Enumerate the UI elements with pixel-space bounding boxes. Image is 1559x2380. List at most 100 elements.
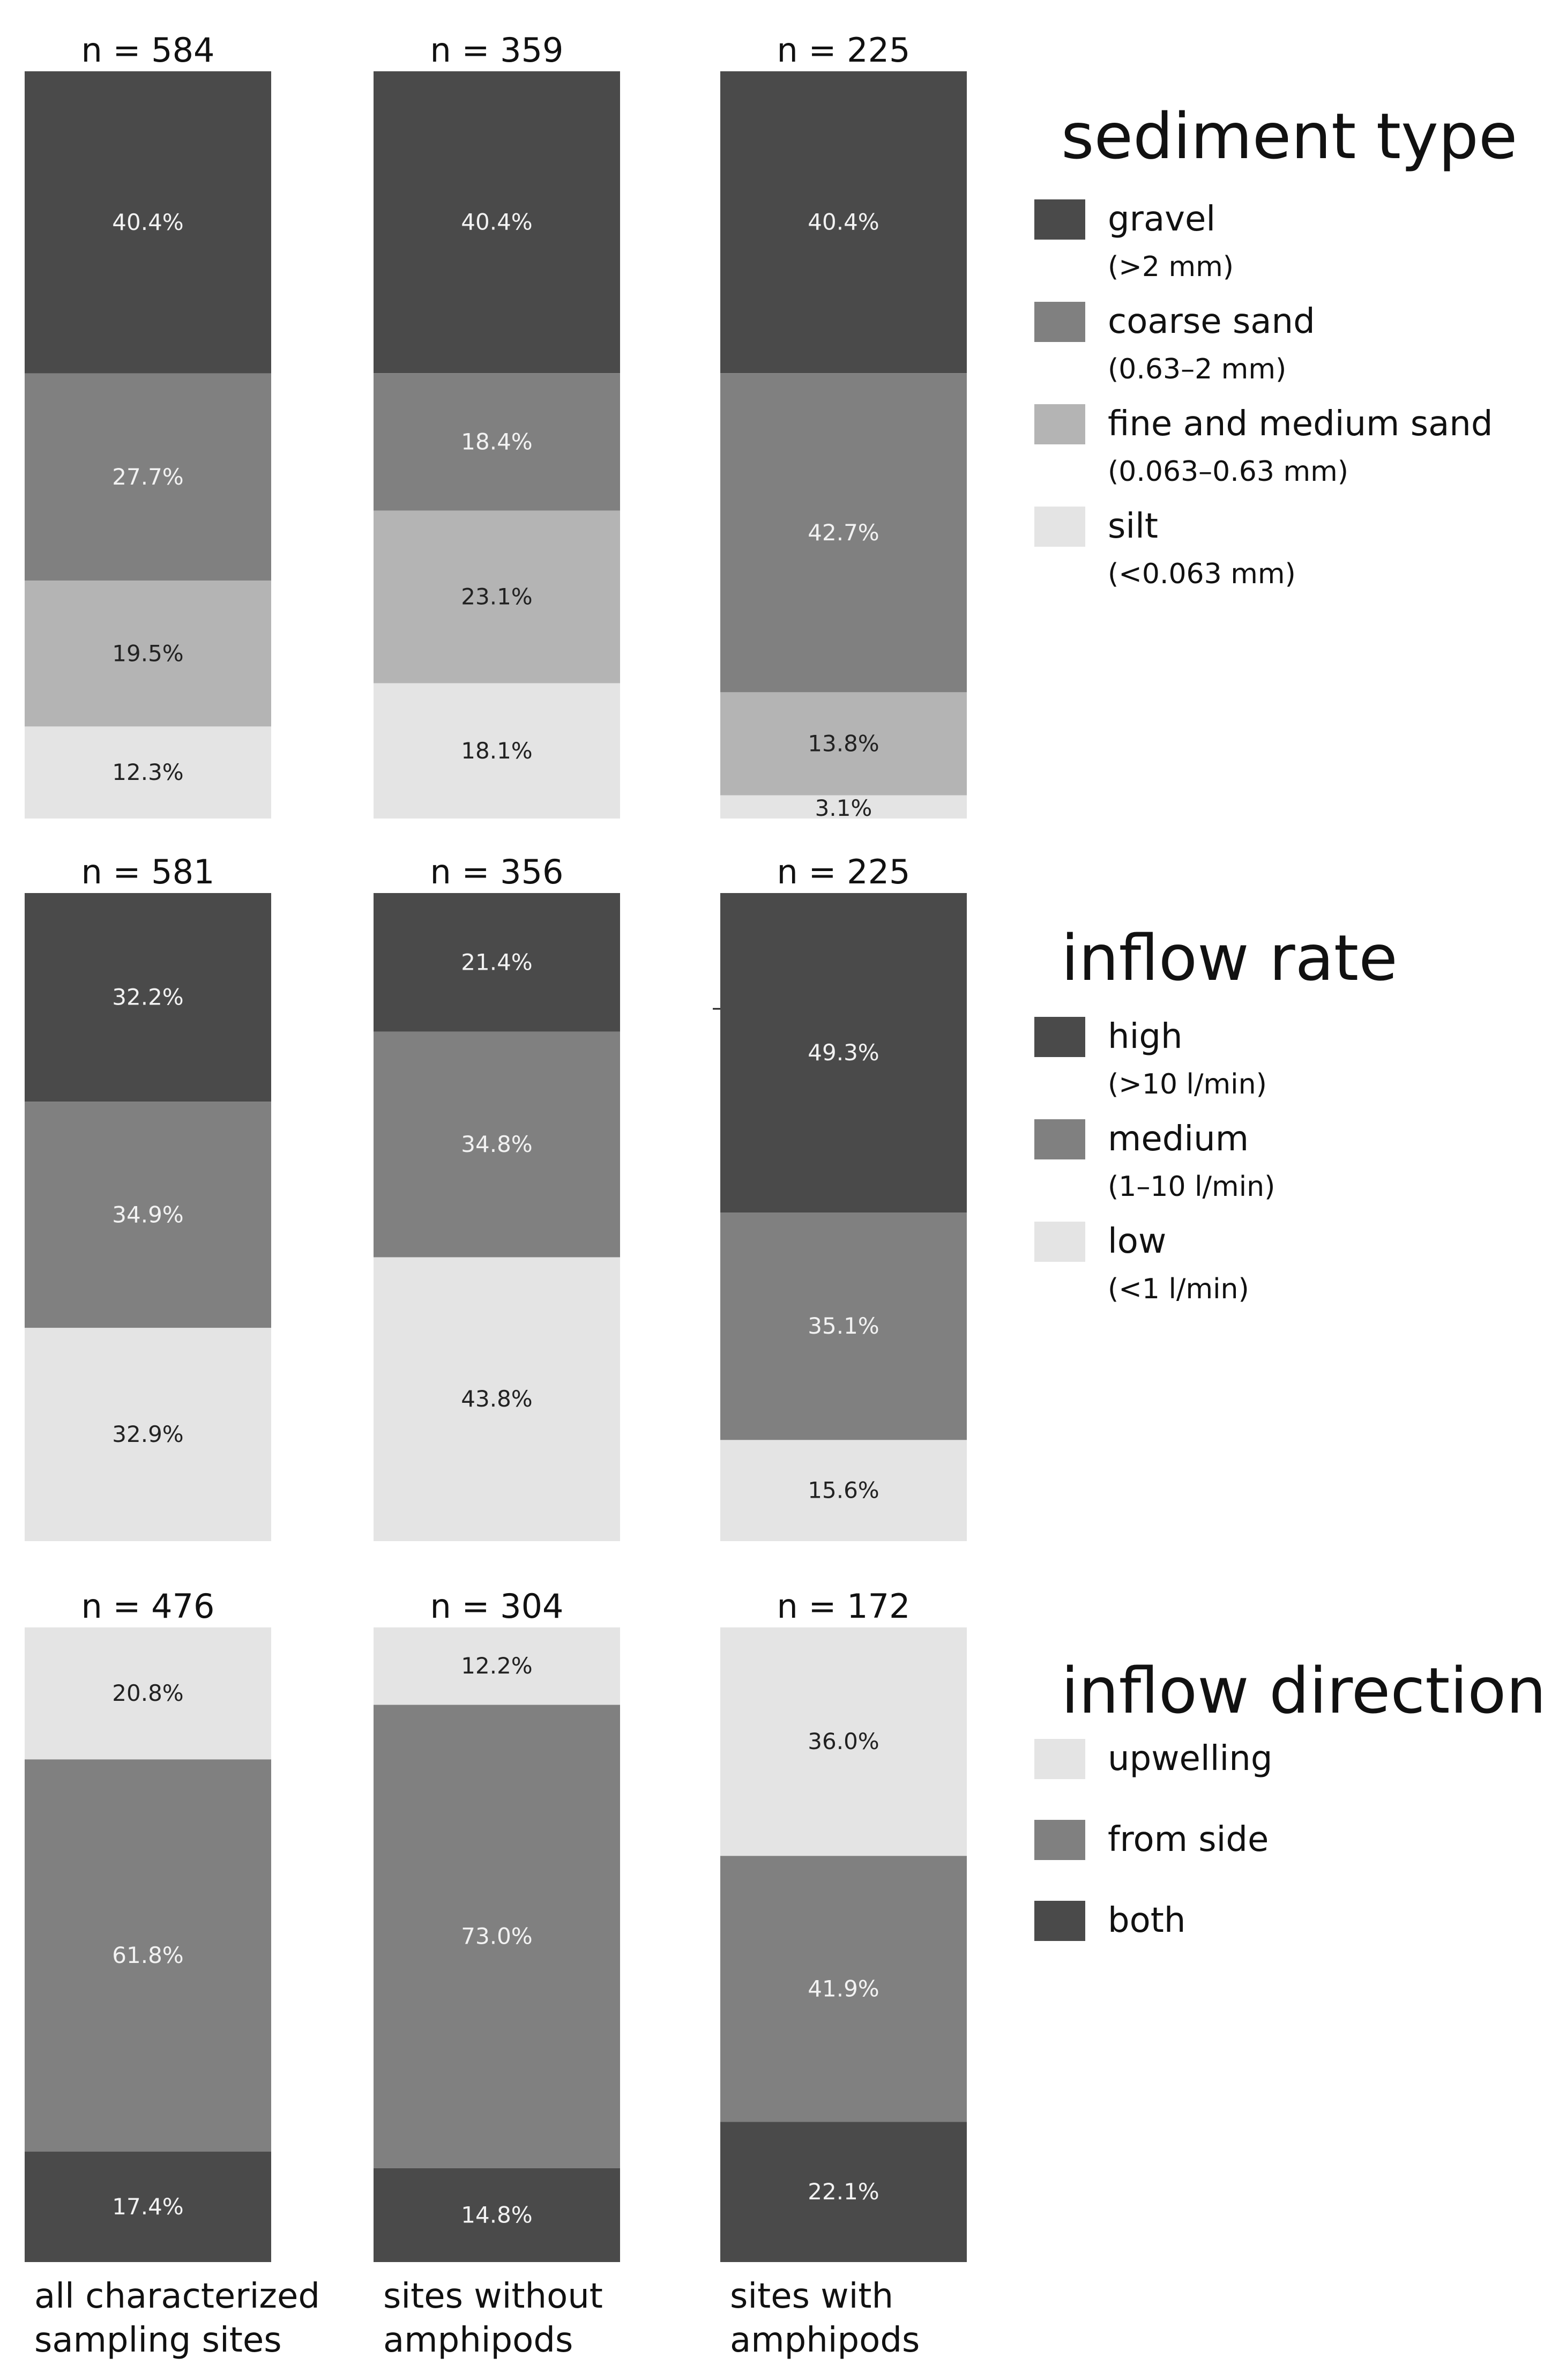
bar-segment-coarse-sand [720,373,967,693]
bar-segment-gravel [720,71,967,374]
bar-segment-from-side [720,1856,967,2122]
legend-label: upwelling [1108,1739,1272,1779]
data-label: 20.8% [112,1680,183,1706]
n-label: n = 304 [430,1587,564,1626]
data-label: 41.9% [808,1975,879,2002]
bar-segment-silt [25,726,271,819]
legend-label: both [1108,1901,1185,1940]
bar-segment-from-side [374,1705,620,2168]
legend-swatch [1034,1017,1085,1057]
n-label: n = 356 [430,852,564,891]
legend-swatch [1034,507,1085,547]
data-label: 19.5% [112,640,183,666]
legend-label: medium [1108,1119,1249,1159]
data-label: 40.4% [112,209,183,235]
n-label: n = 581 [81,852,215,891]
data-label: 18.1% [461,738,532,764]
legend-title: inflow rate [1061,921,1398,995]
bar-segment-coarse-sand [374,373,620,511]
legend-swatch [1034,1901,1085,1941]
data-label: 27.7% [112,464,183,490]
bar-segment-silt [374,683,620,819]
legend-label: fine and medium sand [1108,404,1493,444]
bar-segment-high [374,893,620,1032]
bar-segment-silt [720,795,967,819]
data-label: 23.1% [461,584,532,610]
data-label: 12.3% [112,759,183,785]
legend-label: high [1108,1017,1183,1057]
legend-sublabel: (1–10 l/min) [1108,1171,1275,1203]
bar-segment-from-side [25,1759,271,2152]
data-label: 42.7% [808,519,879,546]
data-label: 18.4% [461,428,532,455]
legend-sublabel: (0.63–2 mm) [1108,353,1286,385]
bar-segment-low [374,1257,620,1541]
legend-sublabel: (0.063–0.63 mm) [1108,456,1348,488]
chart-panel-inflow-rate: n = 581 32.2% 34.9% 32.9% n = 356 21.4% 34.8% 4… [25,852,1398,1541]
data-label: 12.2% [461,1653,532,1679]
legend-sublabel: (<0.063 mm) [1108,558,1296,590]
data-label: 22.1% [808,2178,879,2205]
legend-label: silt [1108,507,1158,546]
data-label: 32.2% [112,984,183,1010]
data-label: 15.6% [808,1477,879,1504]
legend-swatch [1034,1820,1085,1860]
n-label: n = 476 [81,1587,215,1626]
data-label: 32.9% [112,1421,183,1447]
bar-segment-both [720,2122,967,2262]
data-label: 40.4% [461,209,532,235]
data-label: 35.1% [808,1313,879,1339]
bar-segment-low [25,1328,271,1541]
legend-label: low [1108,1222,1166,1261]
legend-label: coarse sand [1108,302,1315,341]
category-label: amphipods [730,2320,920,2360]
data-label: 61.8% [112,1942,183,1968]
bar-segment-fine-and-medium-sand [374,510,620,683]
bar-segment-upwelling [374,1627,620,1705]
bar-segment-both [25,2151,271,2262]
legend-swatch [1034,1222,1085,1262]
data-label: 49.3% [808,1039,879,1066]
n-label: n = 225 [777,31,911,70]
legend-sublabel: (>2 mm) [1108,251,1234,283]
data-label: 40.4% [808,209,879,235]
bar-segment-upwelling [25,1627,271,1760]
data-label: 17.4% [112,2193,183,2220]
legend-swatch [1034,1739,1085,1779]
chart-panel-sediment-type: n = 584 40.4% 27.7% 19.5% 12.3% n = 359 40.4% 1… [25,31,1517,821]
bar-segment-gravel [25,71,271,374]
legend-label: from side [1108,1820,1269,1860]
bar-segment-coarse-sand [25,373,271,581]
chart-panel-inflow-direction: n = 476 20.8% 61.8% 17.4% n = 304 12.2% 73.0% 1… [25,1587,1546,2262]
n-label: n = 172 [777,1587,911,1626]
legend-swatch [1034,404,1085,444]
bar-segment-high [720,893,967,1213]
legend-swatch [1034,199,1085,240]
legend-title: sediment type [1061,99,1517,173]
data-label: 73.0% [461,1923,532,1950]
data-label: 34.9% [112,1201,183,1228]
legend-sublabel: (<1 l/min) [1108,1273,1249,1305]
data-label: 13.8% [808,731,879,757]
n-label: n = 359 [430,31,564,70]
data-label: 3.1% [815,795,872,821]
data-label: 43.8% [461,1386,532,1412]
legend-swatch [1034,1119,1085,1159]
legend-swatch [1034,302,1085,342]
category-label: all characterized [34,2277,320,2316]
bar-segment-gravel [374,71,620,374]
bar-segment-medium [25,1102,271,1328]
bar-segment-medium [720,1213,967,1440]
bar-segment-high [25,893,271,1102]
n-label: n = 584 [81,31,215,70]
bar-segment-fine-and-medium-sand [25,581,271,727]
category-label: amphipods [383,2320,573,2360]
bar-segment-fine-and-medium-sand [720,692,967,795]
data-label: 14.8% [461,2202,532,2228]
category-label: sites with [730,2277,893,2316]
n-label: n = 225 [777,852,911,891]
bar-segment-medium [374,1031,620,1258]
category-label: sites without [383,2277,603,2316]
data-label: 34.8% [461,1131,532,1157]
category-label: sampling sites [34,2320,282,2360]
